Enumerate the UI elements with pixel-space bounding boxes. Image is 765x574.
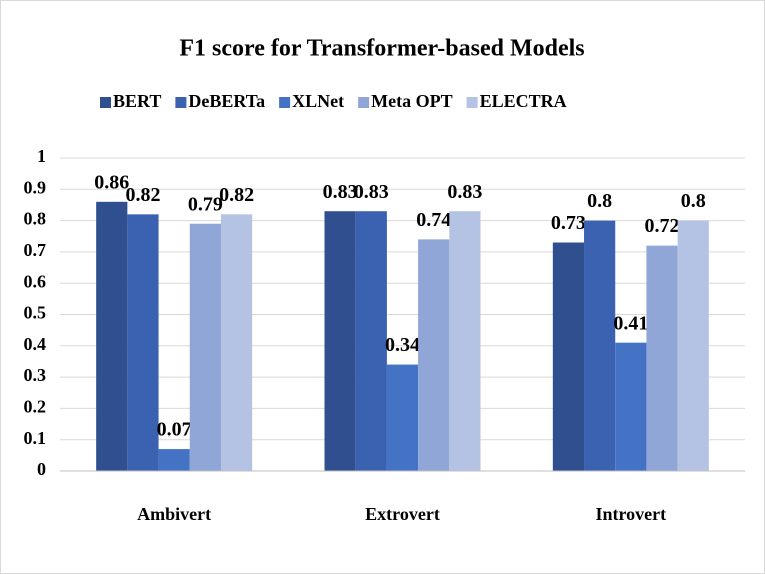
x-tick-label: Introvert [596,504,667,524]
legend-label: BERT [113,91,161,111]
legend-label: XLNet [292,91,344,111]
bar [220,214,253,471]
bar [584,220,616,471]
bar [158,449,190,471]
data-label: 0.73 [551,212,586,234]
bar [677,220,709,471]
legend-swatch [100,97,111,108]
data-label: 0.86 [94,171,129,193]
data-label: 0.72 [645,215,680,237]
legend-label: DeBERTa [188,91,265,111]
bar [418,239,450,471]
y-tick-label: 0.1 [24,428,47,448]
y-tick-label: 0 [37,459,46,479]
data-label: 0.34 [385,334,420,356]
y-tick-label: 0.9 [24,177,47,197]
y-tick-label: 1 [37,146,46,166]
y-tick-label: 0.2 [24,397,47,417]
legend-swatch [279,97,291,108]
data-label: 0.41 [613,312,648,334]
legend-swatch [175,97,187,108]
y-tick-label: 0.6 [24,271,47,291]
chart-title: F1 score for Transformer-based Models [179,36,584,62]
y-tick-label: 0.4 [24,334,47,354]
bar [386,364,419,471]
bar [615,342,647,471]
bar [552,242,585,471]
data-label: 0.79 [188,193,223,215]
data-label: 0.07 [157,419,192,441]
y-tick-label: 0.7 [24,240,47,260]
data-label: 0.82 [219,184,254,206]
data-label: 0.8 [681,190,706,212]
bar [646,245,678,471]
legend-label: Meta OPT [371,91,452,111]
legend-swatch [466,97,478,108]
legend-swatch [358,97,370,108]
bar [189,223,221,471]
x-tick-label: Ambivert [137,504,211,524]
data-label: 0.8 [587,190,612,212]
bar [96,201,128,471]
data-label: 0.83 [354,181,389,203]
data-label: 0.82 [125,184,160,206]
x-tick-label: Extrovert [365,504,440,524]
y-tick-label: 0.8 [24,209,47,229]
y-tick-label: 0.3 [24,365,47,385]
y-tick-label: 0.5 [24,303,47,323]
bar [449,211,481,471]
bar [127,214,159,471]
bar [324,211,356,471]
legend-label: ELECTRA [480,91,567,111]
data-label: 0.74 [416,209,451,231]
bar [355,211,387,471]
data-label: 0.83 [447,181,482,203]
data-label: 0.83 [323,181,358,203]
